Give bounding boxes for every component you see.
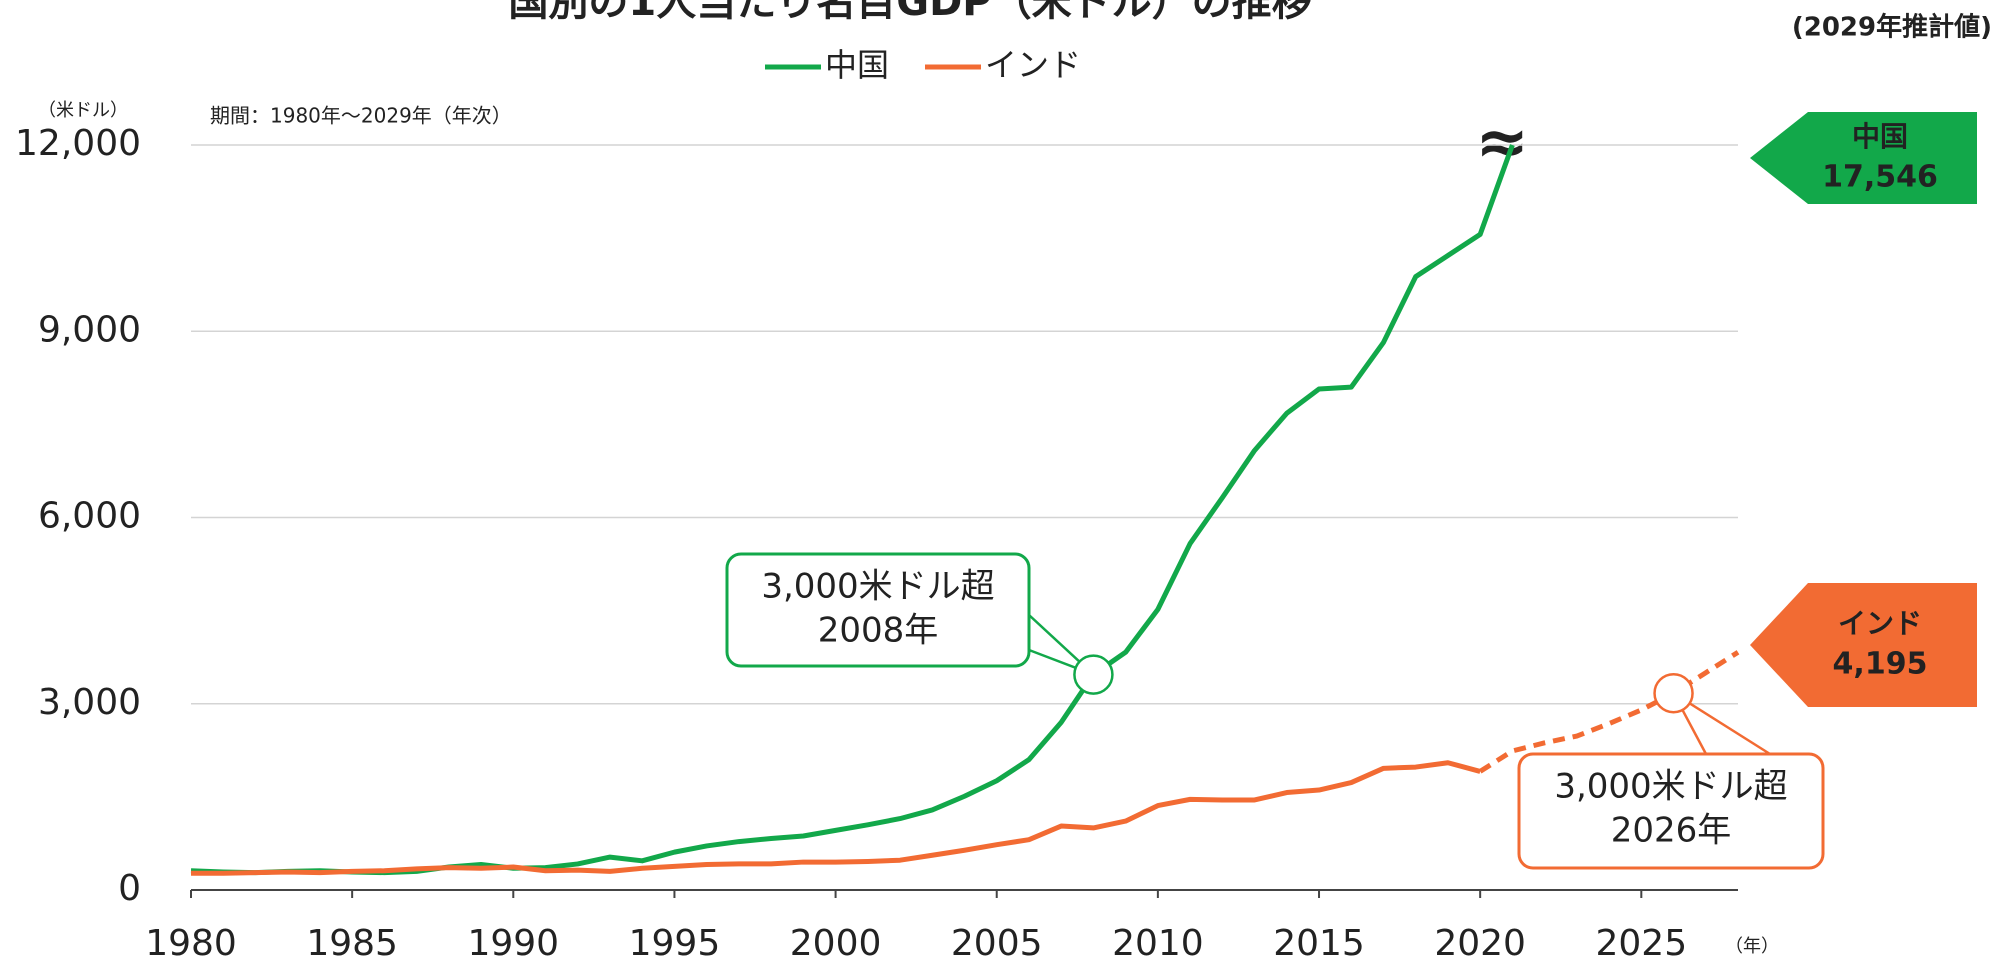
end-labels-title: (2029年推計値): [1792, 12, 1992, 43]
callout-point: [1073, 654, 1114, 695]
y-tick-label: 12,000: [15, 123, 141, 164]
series-line: [191, 760, 1481, 876]
x-tick-label: 1980: [145, 923, 237, 959]
x-tick-label: 1990: [467, 923, 559, 959]
x-tick-label: 2020: [1434, 923, 1526, 959]
callout-box: [1517, 752, 1825, 870]
estimate-line: [1478, 650, 1740, 774]
x-tick-label: 2005: [951, 923, 1043, 959]
x-tick-label: 1985: [306, 923, 398, 959]
callout-point: [1653, 672, 1694, 714]
y-tick-label: 0: [118, 868, 141, 909]
y-unit: （米ドル）: [38, 100, 128, 121]
callout-text: 3,000米ドル超: [1554, 767, 1787, 807]
end-label-value: 17,546: [1822, 160, 1938, 195]
end-label-value: 4,195: [1833, 647, 1928, 682]
series-line: [190, 144, 1515, 876]
end-label-name: インド: [1838, 607, 1922, 640]
x-unit: （年）: [1725, 936, 1779, 957]
chart-title: 国別の1人当たり名目GDP（米ドル）の推移: [508, 0, 1311, 25]
callout-text: 2008年: [818, 611, 939, 651]
end-label-name: 中国: [1852, 120, 1908, 153]
legend-label: インド: [985, 46, 1081, 84]
y-tick-label: 3,000: [38, 682, 141, 723]
callout-text: 3,000米ドル超: [761, 567, 994, 607]
note: 期間：1980年～2029年（年次）: [210, 104, 512, 128]
x-tick-label: 2025: [1596, 923, 1688, 959]
end-label-box: [1750, 112, 1977, 204]
x-tick-label: 2000: [790, 923, 882, 959]
end-label-box: [1750, 583, 1977, 707]
legend-label: 中国: [825, 46, 889, 84]
x-tick-label: 2010: [1112, 923, 1204, 959]
callout-box: [725, 552, 1031, 668]
callout-text: 2026年: [1611, 811, 1732, 851]
y-tick-label: 9,000: [38, 309, 141, 350]
y-tick-label: 6,000: [38, 496, 141, 537]
x-tick-label: 2015: [1273, 923, 1365, 959]
x-tick-label: 1995: [629, 923, 721, 959]
